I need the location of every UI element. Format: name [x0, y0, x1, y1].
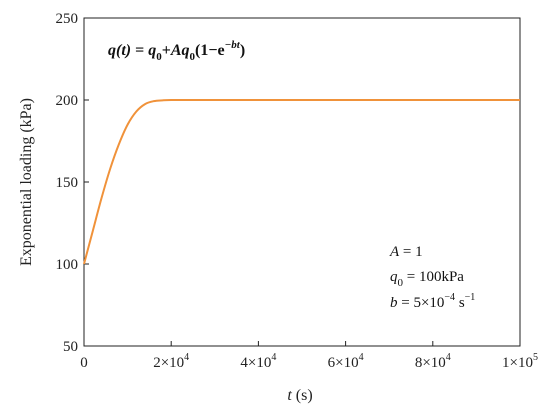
equation-label: q(t) = q0+Aq0(1−e−bt)	[108, 39, 245, 63]
y-tick-label: 50	[63, 339, 78, 355]
param-a: A = 1	[389, 244, 423, 260]
y-tick-label: 100	[56, 257, 79, 273]
x-tick-label: 2×104	[153, 352, 189, 371]
y-tick-label: 250	[56, 11, 79, 27]
x-axis-label: t (s)	[287, 387, 312, 404]
x-tick-label: 0	[80, 355, 88, 371]
x-tick-label: 8×104	[415, 352, 451, 371]
ticks: 50 100 150 200 250 0 2×104 4×104 6×104 8×104 1×105	[56, 11, 538, 371]
y-tick-label: 150	[56, 175, 79, 191]
x-tick-label: 6×104	[328, 352, 364, 371]
param-b: b = 5×10−4 s−1	[390, 292, 475, 311]
series-line	[83, 98, 520, 265]
y-tick-label: 200	[56, 93, 79, 109]
x-tick-label: 1×105	[502, 352, 538, 371]
y-axis-label: Exponential loading (kPa)	[18, 98, 35, 266]
param-q0: q0 = 100kPa	[390, 269, 464, 289]
x-tick-label: 4×104	[240, 352, 276, 371]
